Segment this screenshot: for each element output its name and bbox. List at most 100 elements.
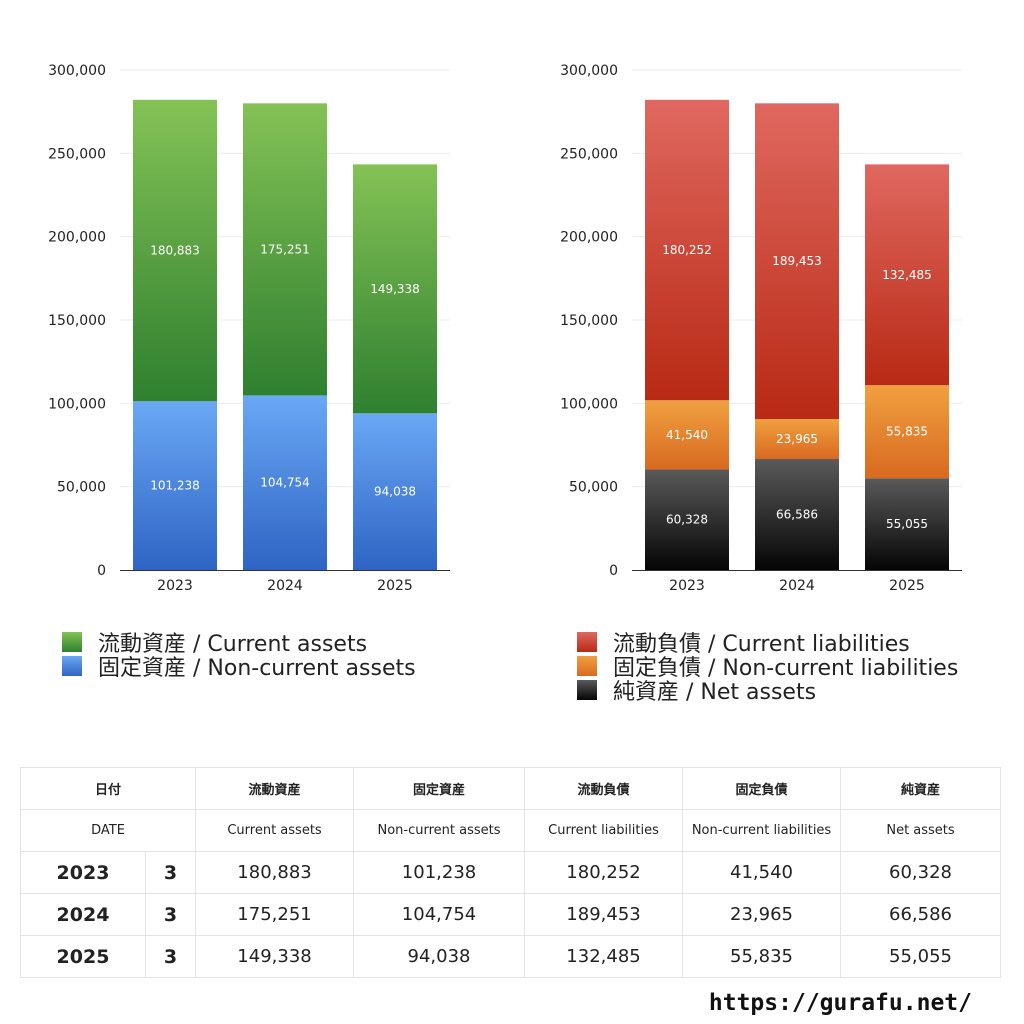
legend-label-non-current-liabilities: 固定負債 / Non-current liabilities [613,656,959,681]
y-tick-label: 150,000 [560,313,618,329]
legend-label-non-current-assets: 固定資産 / Non-current assets [98,656,416,681]
cell-current-liabilities: 189,453 [524,893,684,936]
legend-label-net-assets: 純資産 / Net assets [613,680,817,705]
header-net-assets-en: Net assets [840,809,1002,852]
cell-non-current-liabilities: 41,540 [682,851,842,894]
x-tick-label: 2025 [377,578,413,594]
y-tick-label: 100,000 [48,396,106,412]
bar-segment [645,99,729,401]
bar-segment [755,459,839,570]
cell-non-current-liabilities: 55,835 [682,935,842,978]
legend-item-non-current-liabilities: 固定負債 / Non-current liabilities [577,654,958,681]
bar-value-label: 189,453 [772,254,822,268]
legend-item-current-assets: 流動資産 / Current assets [62,630,416,657]
x-tick-label: 2024 [779,578,815,594]
x-tick-label: 2025 [889,578,925,594]
bar-value-label: 55,835 [886,425,928,439]
y-tick-label: 50,000 [569,480,618,496]
assets-chart: 0 50,000 100,000 150,000 200,000 250,000 300,0… [48,63,450,594]
y-tick-label: 150,000 [48,313,106,329]
bar-value-label: 101,238 [150,479,200,493]
cell-current-assets: 180,883 [195,851,355,894]
legend-label-current-assets: 流動資産 / Current assets [98,632,368,657]
header-non-current-assets-ja: 固定資産 [353,767,526,810]
y-tick-label: 200,000 [48,230,106,246]
cell-non-current-assets: 101,238 [353,851,526,894]
bar-segment [243,395,327,570]
header-date-en: DATE [19,809,197,852]
bar-segment [865,385,949,479]
bar-segment [755,419,839,460]
non-current-liabilities-swatch [577,656,597,676]
bar-value-label: 60,328 [666,513,708,527]
y-tick-label: 200,000 [560,230,618,246]
legend-item-net-assets: 純資産 / Net assets [577,678,958,705]
data-table: 日付 流動資産 固定資産 流動負債 固定負債 純資産 DATE Current … [19,767,1002,978]
cell-non-current-assets: 104,754 [353,893,526,936]
bar-segment [133,99,217,402]
y-tick-label: 250,000 [48,146,106,162]
bar-segment [133,401,217,570]
y-tick-label: 0 [609,563,618,579]
bar-segment [353,413,437,570]
table-header-ja: 日付 流動資産 固定資産 流動負債 固定負債 純資産 [19,767,1002,810]
header-current-liabilities-ja: 流動負債 [524,767,684,810]
y-tick-label: 250,000 [560,146,618,162]
bar-value-label: 180,883 [150,244,200,258]
bar-value-label: 94,038 [374,485,416,499]
header-non-current-liabilities-en: Non-current liabilities [682,809,842,852]
bar-value-label: 149,338 [370,282,420,296]
footer-url: https://gurafu.net/ [708,990,972,1016]
cell-net-assets: 66,586 [840,893,1002,936]
row-month: 3 [144,935,197,978]
bar-value-label: 180,252 [662,243,712,257]
y-tick-label: 300,000 [560,63,618,79]
cell-non-current-assets: 94,038 [353,935,526,978]
row-year: 2023 [20,851,146,894]
bar-segment [755,103,839,420]
row-year: 2024 [20,893,146,936]
bar-value-label: 55,055 [886,517,928,531]
bar-value-label: 66,586 [776,508,818,522]
row-month: 3 [144,851,197,894]
header-current-assets-ja: 流動資産 [195,767,355,810]
table-row: 2024 3 175,251 104,754 189,453 23,965 66… [20,893,1002,936]
current-assets-swatch [62,632,82,652]
header-current-liabilities-en: Current liabilities [524,809,684,852]
bar-segment [243,103,327,396]
header-non-current-liabilities-ja: 固定負債 [682,767,842,810]
bar-segment [645,469,729,570]
y-tick-label: 0 [97,563,106,579]
cell-net-assets: 60,328 [840,851,1002,894]
net-assets-swatch [577,680,597,700]
y-tick-label: 50,000 [57,480,106,496]
bar-value-label: 23,965 [776,432,818,446]
x-tick-label: 2023 [157,578,193,594]
cell-net-assets: 55,055 [840,935,1002,978]
liabilities-chart: 0 50,000 100,000 150,000 200,000 250,000 300,0… [560,63,962,594]
row-year: 2025 [20,935,146,978]
cell-current-assets: 175,251 [195,893,355,936]
cell-current-assets: 149,338 [195,935,355,978]
x-tick-label: 2024 [267,578,303,594]
bar-value-label: 175,251 [260,242,310,256]
legend-item-non-current-assets: 固定資産 / Non-current assets [62,654,416,681]
x-tick-label: 2023 [669,578,705,594]
table-header-en: DATE Current assets Non-current assets C… [19,809,1002,852]
cell-current-liabilities: 180,252 [524,851,684,894]
assets-legend: 流動資産 / Current assets 固定資産 / Non-current… [62,630,416,681]
row-month: 3 [144,893,197,936]
liabilities-legend: 流動負債 / Current liabilities 固定負債 / Non-cu… [577,630,958,705]
bar-segment [353,164,437,414]
header-current-assets-en: Current assets [195,809,355,852]
legend-label-current-liabilities: 流動負債 / Current liabilities [613,632,910,657]
header-non-current-assets-en: Non-current assets [353,809,526,852]
bar-segment [865,164,949,386]
bar-value-label: 41,540 [666,428,708,442]
table-row: 2025 3 149,338 94,038 132,485 55,835 55,… [20,935,1002,978]
cell-non-current-liabilities: 23,965 [682,893,842,936]
table-row: 2023 3 180,883 101,238 180,252 41,540 60… [20,851,1002,894]
y-tick-label: 100,000 [560,396,618,412]
cell-current-liabilities: 132,485 [524,935,684,978]
non-current-assets-swatch [62,656,82,676]
